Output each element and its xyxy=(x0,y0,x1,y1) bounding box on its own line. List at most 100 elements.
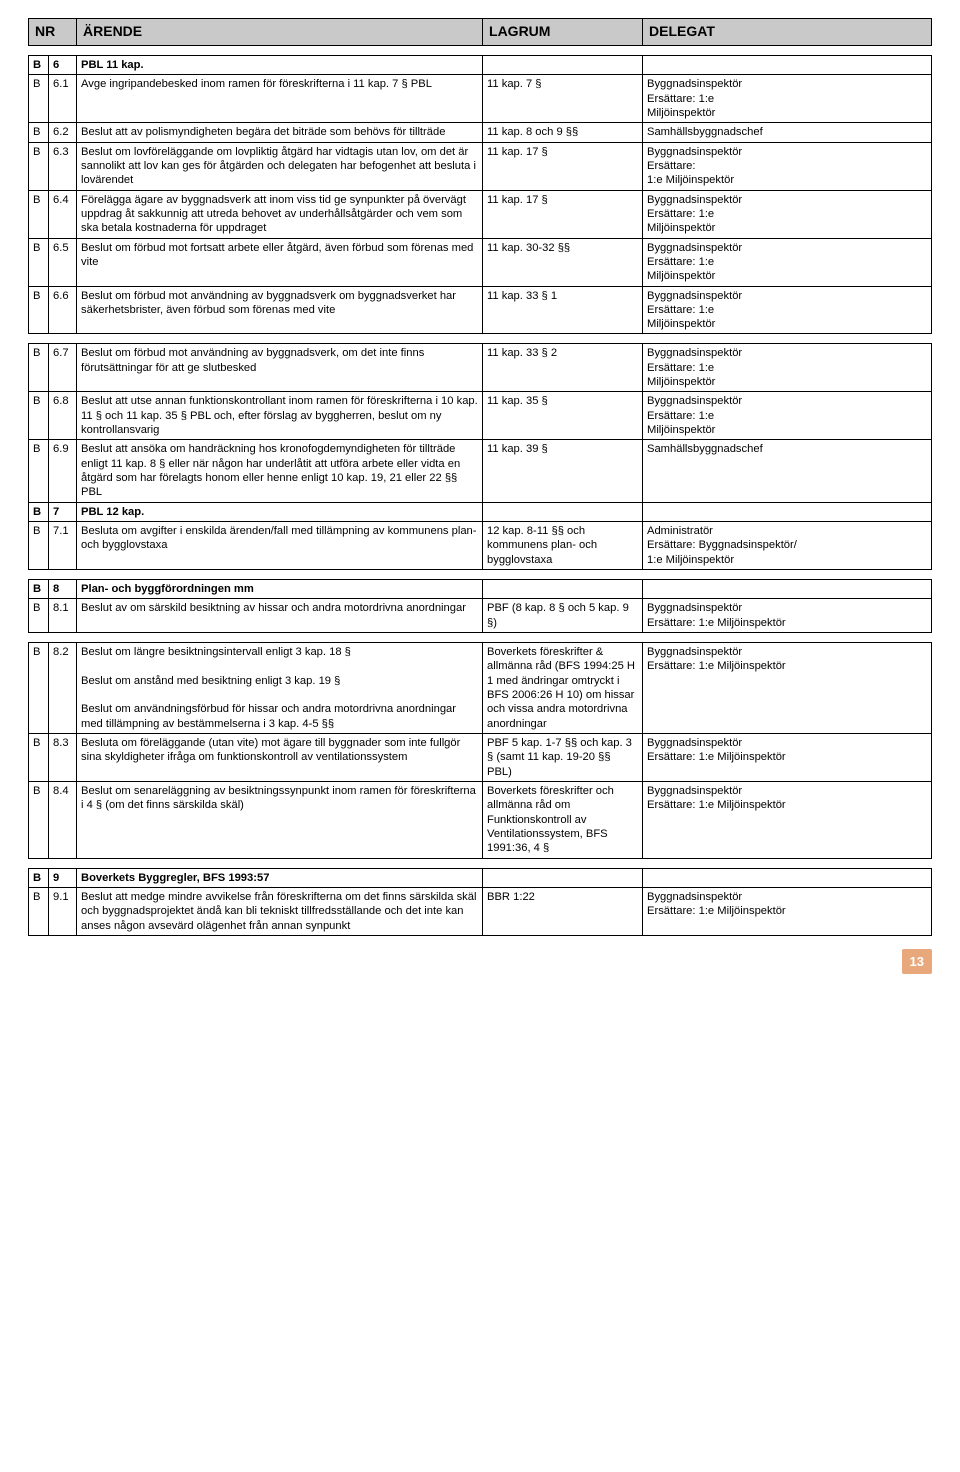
cell-delegat: Byggnadsinspektör Ersättare: 1:e Miljöin… xyxy=(643,782,932,859)
cell-nr-letter: B xyxy=(29,782,49,859)
cell-lagrum: Boverkets föreskrifter & allmänna råd (B… xyxy=(483,643,643,734)
cell-nr-num: 6.3 xyxy=(49,142,77,190)
cell-nr-num: 6.7 xyxy=(49,344,77,392)
section-b9-table: B9Boverkets Byggregler, BFS 1993:57B9.1B… xyxy=(28,868,932,936)
table-row: B9Boverkets Byggregler, BFS 1993:57 xyxy=(29,868,932,887)
cell-delegat: Byggnadsinspektör Ersättare: 1:e Miljöin… xyxy=(643,142,932,190)
cell-arende: PBL 11 kap. xyxy=(77,55,483,74)
cell-arende: Besluta om föreläggande (utan vite) mot … xyxy=(77,734,483,782)
cell-nr-letter: B xyxy=(29,502,49,521)
cell-nr-num: 8 xyxy=(49,580,77,599)
cell-lagrum: 11 kap. 17 § xyxy=(483,190,643,238)
cell-lagrum: 11 kap. 7 § xyxy=(483,75,643,123)
cell-arende: Beslut om förbud mot användning av byggn… xyxy=(77,286,483,334)
cell-delegat: Administratör Ersättare: Byggnadsinspekt… xyxy=(643,522,932,570)
table-row: B6.3Beslut om lovföreläggande om lovplik… xyxy=(29,142,932,190)
header-row: NR ÄRENDE LAGRUM DELEGAT xyxy=(29,19,932,46)
cell-delegat: Byggnadsinspektör Ersättare: 1:e Miljöin… xyxy=(643,734,932,782)
cell-arende: Beslut att ansöka om handräckning hos kr… xyxy=(77,440,483,502)
cell-lagrum: 11 kap. 33 § 2 xyxy=(483,344,643,392)
table-row: B8.1Beslut av om särskild besiktning av … xyxy=(29,599,932,633)
cell-nr-num: 6.4 xyxy=(49,190,77,238)
cell-arende: Beslut att av polismyndigheten begära de… xyxy=(77,123,483,142)
table-row: B6PBL 11 kap. xyxy=(29,55,932,74)
cell-lagrum: 11 kap. 17 § xyxy=(483,142,643,190)
section-b6-table: B6PBL 11 kap.B6.1Avge ingripandebesked i… xyxy=(28,55,932,335)
cell-nr-letter: B xyxy=(29,580,49,599)
cell-lagrum xyxy=(483,580,643,599)
cell-nr-num: 7 xyxy=(49,502,77,521)
table-row: B6.7Beslut om förbud mot användning av b… xyxy=(29,344,932,392)
cell-nr-num: 9 xyxy=(49,868,77,887)
cell-arende: PBL 12 kap. xyxy=(77,502,483,521)
cell-nr-num: 6 xyxy=(49,55,77,74)
cell-nr-num: 7.1 xyxy=(49,522,77,570)
table-row: B8.2Beslut om längre besiktningsinterval… xyxy=(29,643,932,734)
table-row: B6.8Beslut att utse annan funktionskontr… xyxy=(29,392,932,440)
cell-nr-letter: B xyxy=(29,190,49,238)
table-row: B6.4Förelägga ägare av byggnadsverk att … xyxy=(29,190,932,238)
header-table: NR ÄRENDE LAGRUM DELEGAT xyxy=(28,18,932,46)
cell-nr-num: 8.4 xyxy=(49,782,77,859)
cell-nr-num: 8.2 xyxy=(49,643,77,734)
cell-arende: Avge ingripandebesked inom ramen för för… xyxy=(77,75,483,123)
cell-nr-num: 8.1 xyxy=(49,599,77,633)
cell-nr-num: 6.5 xyxy=(49,238,77,286)
cell-lagrum: 11 kap. 8 och 9 §§ xyxy=(483,123,643,142)
cell-nr-letter: B xyxy=(29,868,49,887)
cell-nr-letter: B xyxy=(29,392,49,440)
cell-nr-letter: B xyxy=(29,734,49,782)
cell-delegat: Byggnadsinspektör Ersättare: 1:e Miljöin… xyxy=(643,392,932,440)
section-b8-2-table: B8.2Beslut om längre besiktningsinterval… xyxy=(28,642,932,859)
cell-delegat xyxy=(643,55,932,74)
table-row: B7PBL 12 kap. xyxy=(29,502,932,521)
cell-arende: Beslut att utse annan funktionskontrolla… xyxy=(77,392,483,440)
table-row: B6.1Avge ingripandebesked inom ramen för… xyxy=(29,75,932,123)
cell-lagrum: PBF 5 kap. 1-7 §§ och kap. 3 § (samt 11 … xyxy=(483,734,643,782)
cell-delegat xyxy=(643,580,932,599)
cell-lagrum: 12 kap. 8-11 §§ och kommunens plan- och … xyxy=(483,522,643,570)
cell-delegat: Byggnadsinspektör Ersättare: 1:e Miljöin… xyxy=(643,887,932,935)
table-row: B6.6Beslut om förbud mot användning av b… xyxy=(29,286,932,334)
cell-delegat: Byggnadsinspektör Ersättare: 1:e Miljöin… xyxy=(643,238,932,286)
cell-lagrum: 11 kap. 30-32 §§ xyxy=(483,238,643,286)
cell-nr-letter: B xyxy=(29,599,49,633)
table-row: B6.5Beslut om förbud mot fortsatt arbete… xyxy=(29,238,932,286)
header-delegat: DELEGAT xyxy=(643,19,932,46)
cell-delegat: Samhällsbyggnadschef xyxy=(643,440,932,502)
cell-arende: Beslut om förbud mot användning av byggn… xyxy=(77,344,483,392)
cell-arende: Plan- och byggförordningen mm xyxy=(77,580,483,599)
cell-lagrum: Boverkets föreskrifter och allmänna råd … xyxy=(483,782,643,859)
cell-lagrum: BBR 1:22 xyxy=(483,887,643,935)
cell-nr-num: 6.2 xyxy=(49,123,77,142)
table-row: B7.1Besluta om avgifter i enskilda ärend… xyxy=(29,522,932,570)
table-row: B8.4Beslut om senareläggning av besiktni… xyxy=(29,782,932,859)
table-row: B6.9Beslut att ansöka om handräckning ho… xyxy=(29,440,932,502)
cell-delegat: Byggnadsinspektör Ersättare: 1:e Miljöin… xyxy=(643,75,932,123)
cell-lagrum xyxy=(483,502,643,521)
cell-arende: Beslut om längre besiktningsintervall en… xyxy=(77,643,483,734)
table-row: B8Plan- och byggförordningen mm xyxy=(29,580,932,599)
cell-nr-letter: B xyxy=(29,123,49,142)
cell-arende: Besluta om avgifter i enskilda ärenden/f… xyxy=(77,522,483,570)
cell-nr-letter: B xyxy=(29,142,49,190)
cell-lagrum xyxy=(483,868,643,887)
table-row: B8.3Besluta om föreläggande (utan vite) … xyxy=(29,734,932,782)
header-arende: ÄRENDE xyxy=(77,19,483,46)
cell-nr-letter: B xyxy=(29,643,49,734)
cell-delegat: Byggnadsinspektör Ersättare: 1:e Miljöin… xyxy=(643,599,932,633)
header-nr: NR xyxy=(29,19,77,46)
cell-nr-num: 6.6 xyxy=(49,286,77,334)
cell-arende: Beslut av om särskild besiktning av hiss… xyxy=(77,599,483,633)
cell-nr-num: 8.3 xyxy=(49,734,77,782)
table-row: B6.2Beslut att av polismyndigheten begär… xyxy=(29,123,932,142)
cell-lagrum xyxy=(483,55,643,74)
cell-delegat: Byggnadsinspektör Ersättare: 1:e Miljöin… xyxy=(643,190,932,238)
cell-nr-letter: B xyxy=(29,440,49,502)
cell-lagrum: PBF (8 kap. 8 § och 5 kap. 9 §) xyxy=(483,599,643,633)
cell-nr-letter: B xyxy=(29,887,49,935)
cell-delegat xyxy=(643,868,932,887)
cell-lagrum: 11 kap. 33 § 1 xyxy=(483,286,643,334)
cell-lagrum: 11 kap. 35 § xyxy=(483,392,643,440)
cell-delegat: Byggnadsinspektör Ersättare: 1:e Miljöin… xyxy=(643,643,932,734)
